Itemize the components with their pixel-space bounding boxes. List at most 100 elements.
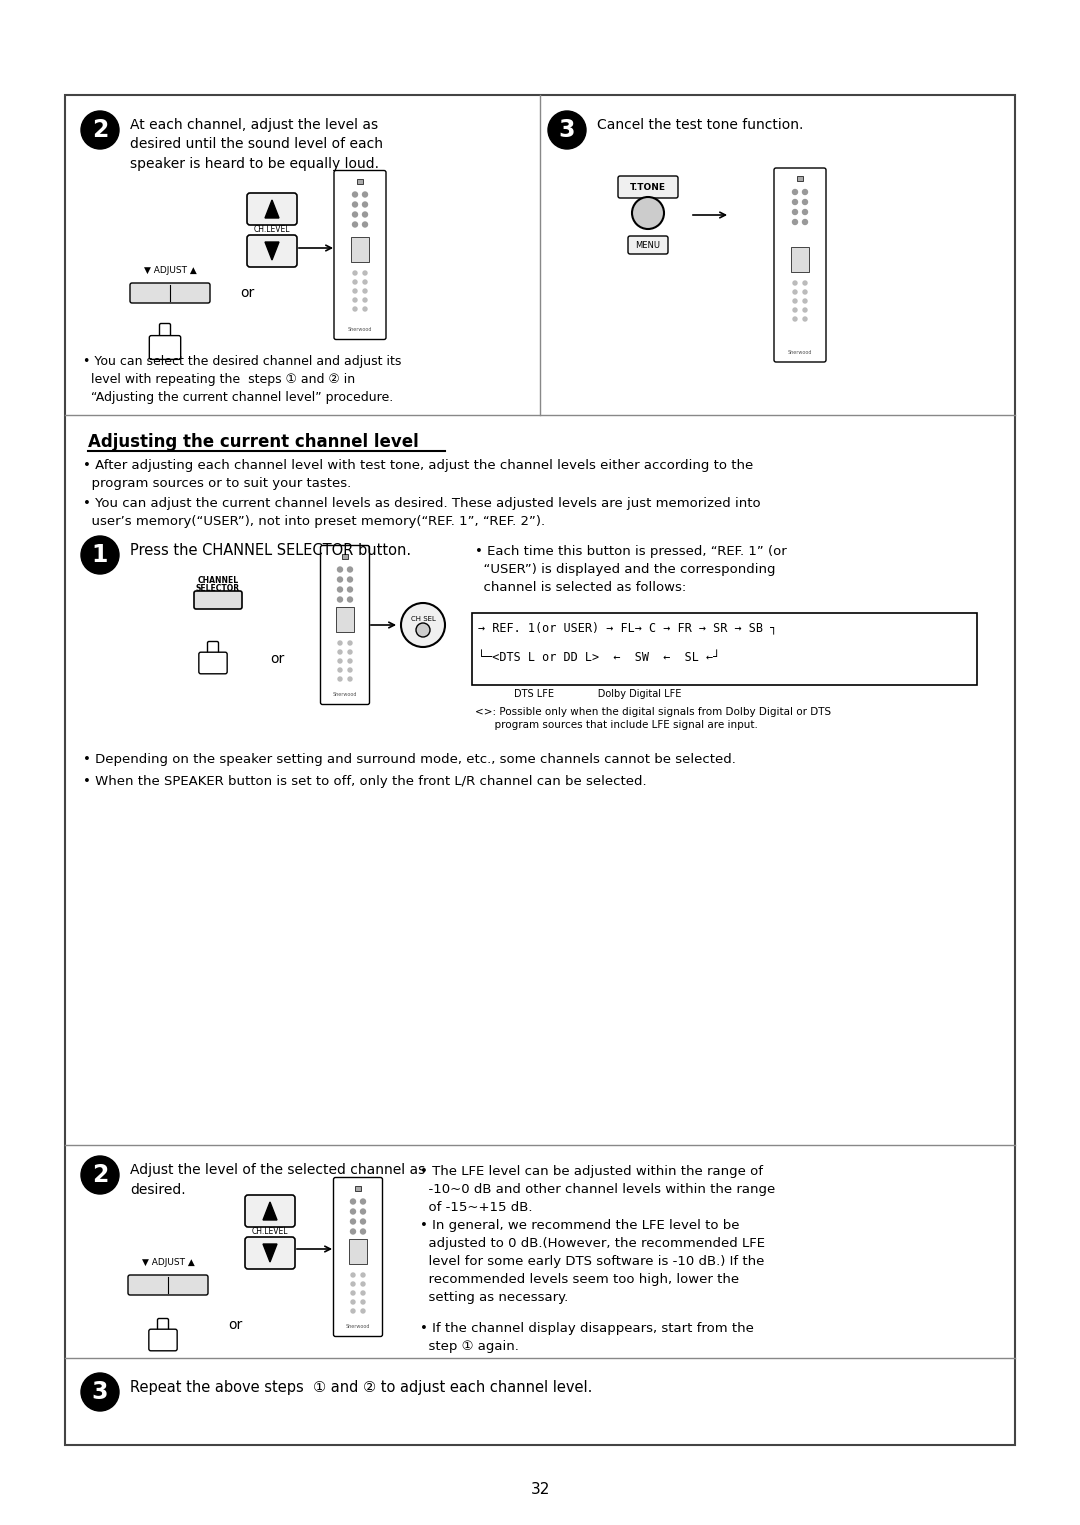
Circle shape — [363, 223, 367, 227]
Circle shape — [361, 1229, 365, 1234]
Text: or: or — [240, 287, 254, 300]
Text: 3: 3 — [558, 117, 576, 142]
Circle shape — [361, 1308, 365, 1313]
Circle shape — [363, 271, 367, 274]
Circle shape — [338, 650, 342, 654]
Circle shape — [81, 1156, 119, 1194]
Text: → REF. 1(or USER) → FL→ C → FR → SR → SB ┐: → REF. 1(or USER) → FL→ C → FR → SR → SB… — [478, 621, 778, 634]
Circle shape — [802, 220, 808, 224]
Circle shape — [793, 308, 797, 313]
Circle shape — [351, 1292, 355, 1295]
Circle shape — [352, 212, 357, 217]
Bar — [791, 247, 809, 271]
FancyBboxPatch shape — [158, 1319, 168, 1336]
Text: • You can adjust the current channel levels as desired. These adjusted levels ar: • You can adjust the current channel lev… — [83, 497, 760, 528]
Text: └─<DTS L or DD L>  ←  SW  ←  SL ←┘: └─<DTS L or DD L> ← SW ← SL ←┘ — [478, 651, 720, 663]
Text: • The LFE level can be adjusted within the range of
  -10~0 dB and other channel: • The LFE level can be adjusted within t… — [420, 1165, 775, 1214]
Circle shape — [353, 271, 357, 274]
Circle shape — [548, 111, 586, 149]
Bar — [357, 178, 363, 183]
Circle shape — [363, 281, 367, 284]
Bar — [65, 95, 1015, 1446]
Circle shape — [804, 308, 807, 313]
Text: MENU: MENU — [635, 241, 661, 250]
Text: Adjusting the current channel level: Adjusting the current channel level — [87, 433, 419, 451]
Text: • In general, we recommend the LFE level to be
  adjusted to 0 dB.(However, the : • In general, we recommend the LFE level… — [420, 1218, 765, 1304]
Circle shape — [353, 307, 357, 311]
FancyBboxPatch shape — [618, 175, 678, 198]
Text: CH.LEVEL: CH.LEVEL — [254, 226, 291, 235]
Text: ▼ ADJUST ▲: ▼ ADJUST ▲ — [141, 1258, 194, 1267]
Circle shape — [416, 624, 430, 637]
FancyBboxPatch shape — [245, 1237, 295, 1269]
Text: 2: 2 — [92, 1164, 108, 1186]
FancyBboxPatch shape — [149, 1330, 177, 1351]
FancyBboxPatch shape — [207, 642, 218, 659]
Text: • When the SPEAKER button is set to off, only the front L/R channel can be selec: • When the SPEAKER button is set to off,… — [83, 775, 647, 788]
Circle shape — [338, 668, 342, 673]
Circle shape — [351, 1273, 355, 1276]
Circle shape — [793, 317, 797, 320]
Circle shape — [361, 1199, 365, 1205]
Text: DTS LFE              Dolby Digital LFE: DTS LFE Dolby Digital LFE — [514, 689, 681, 698]
Circle shape — [361, 1273, 365, 1276]
Bar — [797, 175, 804, 181]
Text: Adjust the level of the selected channel as
desired.: Adjust the level of the selected channel… — [130, 1164, 426, 1197]
Circle shape — [351, 1283, 355, 1286]
Circle shape — [337, 596, 342, 602]
Circle shape — [401, 602, 445, 647]
Circle shape — [353, 290, 357, 293]
Circle shape — [793, 281, 797, 285]
Circle shape — [793, 209, 797, 215]
Circle shape — [337, 576, 342, 583]
Circle shape — [793, 220, 797, 224]
Circle shape — [351, 1199, 355, 1205]
Text: Press the CHANNEL SELECTOR button.: Press the CHANNEL SELECTOR button. — [130, 543, 411, 558]
Circle shape — [363, 290, 367, 293]
FancyBboxPatch shape — [199, 653, 227, 674]
Polygon shape — [264, 1244, 276, 1263]
Text: At each channel, adjust the level as
desired until the sound level of each
speak: At each channel, adjust the level as des… — [130, 117, 383, 171]
Circle shape — [351, 1209, 355, 1214]
Text: 32: 32 — [530, 1482, 550, 1498]
FancyBboxPatch shape — [149, 336, 180, 360]
Polygon shape — [264, 1202, 276, 1220]
FancyBboxPatch shape — [194, 592, 242, 608]
Circle shape — [348, 650, 352, 654]
Text: CH.LEVEL: CH.LEVEL — [252, 1228, 288, 1237]
Circle shape — [352, 201, 357, 207]
Circle shape — [338, 677, 342, 682]
Text: CHANNEL: CHANNEL — [198, 576, 239, 586]
FancyBboxPatch shape — [160, 323, 171, 343]
Text: Sherwood: Sherwood — [348, 326, 373, 332]
Circle shape — [802, 189, 808, 195]
Circle shape — [802, 209, 808, 215]
Circle shape — [793, 200, 797, 204]
Text: SELECTOR: SELECTOR — [195, 584, 240, 593]
Bar — [355, 1185, 361, 1191]
Circle shape — [632, 197, 664, 229]
Circle shape — [81, 111, 119, 149]
Text: ▼ ADJUST ▲: ▼ ADJUST ▲ — [144, 265, 197, 274]
Circle shape — [802, 200, 808, 204]
Circle shape — [361, 1283, 365, 1286]
FancyBboxPatch shape — [247, 194, 297, 226]
Text: • If the channel display disappears, start from the
  step ① again.: • If the channel display disappears, sta… — [420, 1322, 754, 1353]
Circle shape — [363, 212, 367, 217]
Bar — [472, 613, 977, 685]
Text: T.TONE: T.TONE — [630, 183, 666, 192]
Circle shape — [361, 1299, 365, 1304]
Text: CH SEL: CH SEL — [410, 616, 435, 622]
Text: • Depending on the speaker setting and surround mode, etc., some channels cannot: • Depending on the speaker setting and s… — [83, 753, 735, 766]
Circle shape — [363, 307, 367, 311]
Circle shape — [81, 535, 119, 573]
FancyBboxPatch shape — [130, 284, 210, 303]
Circle shape — [348, 576, 352, 583]
FancyBboxPatch shape — [245, 1196, 295, 1228]
Circle shape — [804, 290, 807, 294]
Bar — [349, 1238, 367, 1264]
Circle shape — [361, 1292, 365, 1295]
Text: 2: 2 — [92, 117, 108, 142]
Circle shape — [804, 299, 807, 303]
Text: • Each time this button is pressed, “REF. 1” (or
  “USER”) is displayed and the : • Each time this button is pressed, “REF… — [475, 544, 786, 595]
